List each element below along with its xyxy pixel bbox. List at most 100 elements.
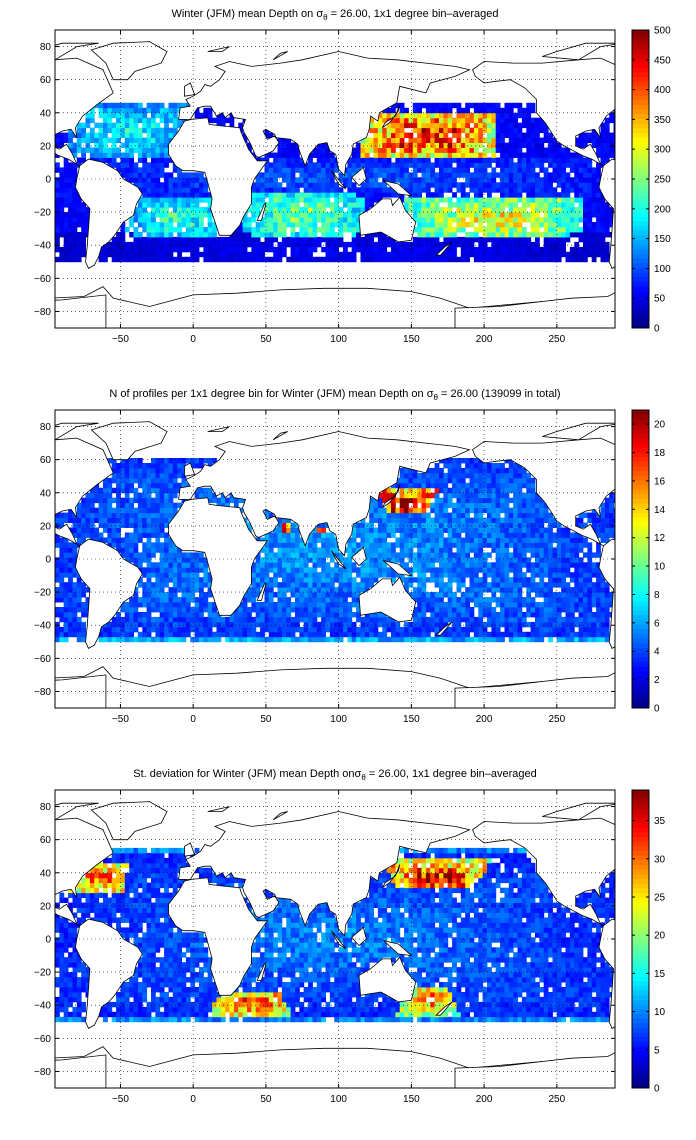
heatmap-cell [107, 246, 113, 253]
heatmap-cell [177, 572, 182, 578]
heatmap-cell [343, 246, 348, 253]
heatmap-cell [286, 162, 292, 168]
heatmap-cell [604, 597, 610, 603]
heatmap-cell [569, 217, 575, 223]
heatmap-cell [303, 621, 309, 628]
heatmap-cell [447, 137, 453, 143]
heatmap-cell [404, 187, 409, 193]
heatmap-cell [146, 162, 152, 168]
heatmap-cell [273, 157, 278, 163]
heatmap-cell [76, 127, 82, 134]
heatmap-cell [295, 212, 300, 218]
heatmap-cell [151, 217, 156, 223]
heatmap-cell [351, 567, 357, 573]
heatmap-cell [55, 187, 60, 193]
heatmap-cell [399, 197, 405, 203]
heatmap-cell [155, 616, 161, 623]
heatmap-cell [312, 192, 318, 198]
heatmap-cell [500, 577, 505, 583]
heatmap-cell [495, 107, 501, 114]
heatmap-cell [421, 542, 427, 548]
heatmap-cell [469, 152, 475, 158]
heatmap-cell [124, 122, 130, 129]
heatmap-cell [107, 102, 113, 109]
heatmap-cell [434, 157, 440, 163]
heatmap-cell [447, 107, 453, 114]
heatmap-cell [548, 157, 553, 163]
heatmap-cell [373, 177, 379, 183]
heatmap-cell [177, 577, 182, 583]
heatmap-cell [260, 157, 265, 163]
heatmap-cell [233, 241, 239, 248]
heatmap-cell [172, 197, 178, 203]
heatmap-cell [137, 256, 143, 263]
heatmap-cell [487, 552, 492, 558]
heatmap-cell [399, 127, 405, 134]
heatmap-cell [495, 127, 501, 134]
heatmap-cell [408, 626, 414, 633]
heatmap-cell [98, 537, 104, 543]
heatmap-cell [242, 222, 248, 228]
heatmap-cell [63, 621, 69, 628]
heatmap-cell [526, 537, 532, 543]
heatmap-cell [360, 621, 366, 628]
heatmap-cell [487, 621, 492, 628]
heatmap-cell [508, 577, 514, 583]
heatmap-cell [273, 631, 278, 638]
heatmap-cell [373, 246, 379, 253]
heatmap-cell [264, 567, 270, 573]
heatmap-cell [343, 592, 348, 598]
heatmap-cell [360, 251, 366, 258]
heatmap-cell [55, 256, 60, 263]
heatmap-cell [247, 236, 252, 243]
heatmap-cell [369, 621, 374, 628]
heatmap-cell [164, 112, 169, 119]
heatmap-cell [452, 607, 457, 613]
heatmap-cell [312, 567, 318, 573]
heatmap-cell [286, 616, 292, 623]
heatmap-cell [548, 567, 553, 573]
heatmap-cell [535, 212, 540, 218]
heatmap-cell [286, 567, 292, 573]
heatmap-cell [72, 167, 78, 173]
heatmap-cell [273, 626, 278, 633]
heatmap-cell [286, 167, 292, 173]
heatmap-cell [473, 582, 479, 588]
heatmap-cell [264, 192, 270, 198]
heatmap-cell [491, 607, 497, 613]
heatmap-cell [469, 241, 475, 248]
heatmap-cell [482, 597, 488, 603]
heatmap-cell [473, 587, 479, 593]
heatmap-cell [142, 202, 148, 208]
heatmap-cell [159, 532, 165, 538]
heatmap-cell [412, 107, 418, 114]
heatmap-cell [561, 616, 566, 623]
heatmap-cell [521, 162, 527, 168]
heatmap-cell [530, 582, 536, 588]
heatmap-cell [98, 122, 104, 129]
heatmap-cell [425, 232, 431, 238]
heatmap-cell [72, 542, 78, 548]
heatmap-cell [478, 162, 484, 168]
heatmap-cell [465, 112, 470, 119]
heatmap-cell [155, 227, 161, 233]
heatmap-cell [391, 557, 396, 563]
heatmap-cell [264, 256, 270, 263]
heatmap-cell [578, 562, 584, 568]
heatmap-cell [495, 587, 501, 593]
heatmap-cell [286, 222, 292, 228]
heatmap-cell [299, 547, 305, 553]
heatmap-cell [412, 137, 418, 143]
heatmap-cell [334, 182, 340, 188]
heatmap-cell [212, 236, 217, 243]
heatmap-cell [530, 251, 536, 258]
heatmap-cell [404, 246, 409, 253]
heatmap-cell [487, 172, 492, 178]
heatmap-cell [556, 256, 562, 263]
heatmap-cell [199, 232, 204, 238]
heatmap-cell [460, 562, 466, 568]
heatmap-cell [343, 567, 348, 573]
heatmap-cell [142, 582, 148, 588]
heatmap-cell [286, 557, 292, 563]
heatmap-cell [356, 572, 361, 578]
